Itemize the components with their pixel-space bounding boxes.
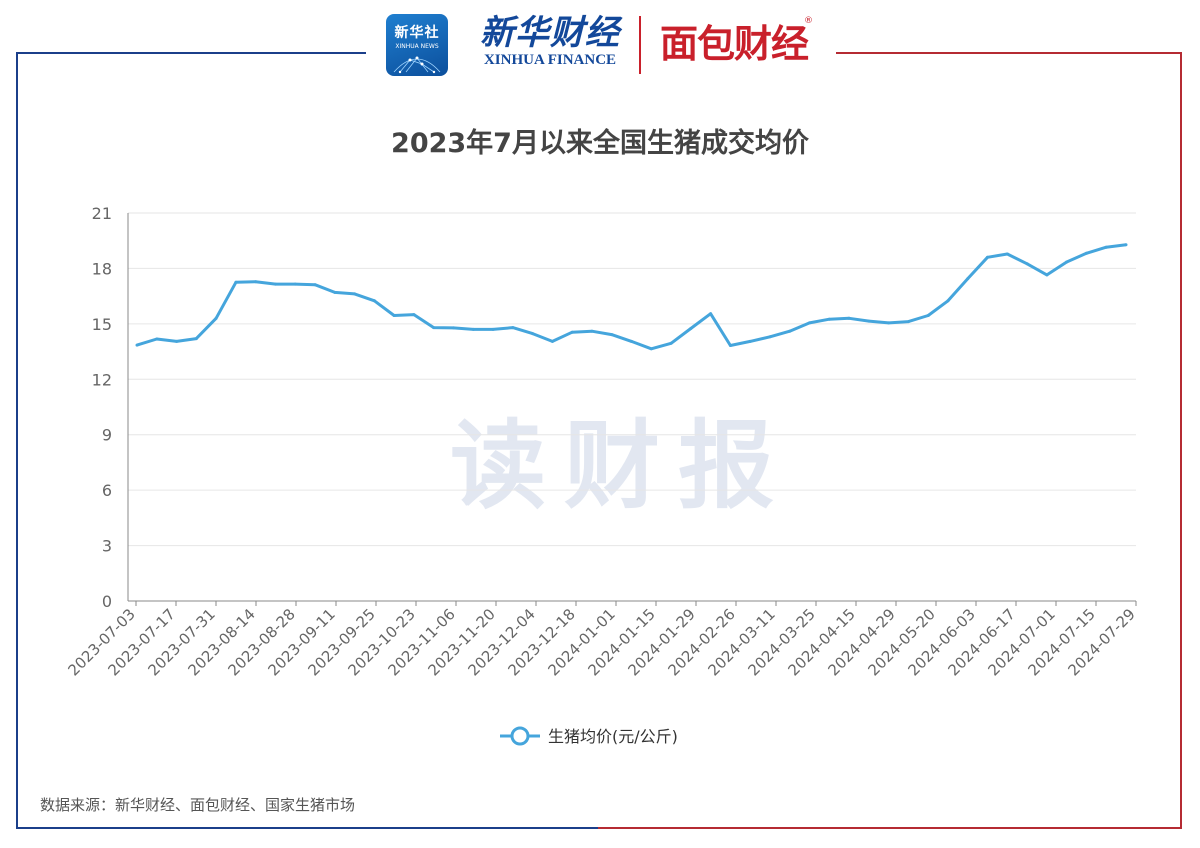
data-point [194, 337, 198, 341]
data-point [926, 314, 930, 317]
data-point [590, 329, 594, 333]
globe-network-icon [393, 56, 441, 74]
data-point [669, 341, 673, 345]
data-point [274, 282, 277, 286]
data-point [966, 277, 970, 281]
data-point [452, 326, 455, 330]
xinhua-finance-cn: 新华财经 [480, 13, 620, 53]
data-point [986, 255, 989, 259]
xinhua-badge-en: XINHUA NEWS [395, 43, 439, 50]
data-point [471, 327, 475, 331]
legend-marker-icon [510, 726, 530, 746]
data-point [867, 319, 871, 323]
data-point [155, 337, 159, 341]
data-point [728, 344, 732, 347]
data-point [412, 313, 416, 317]
data-point [511, 326, 515, 330]
data-point [234, 280, 238, 284]
data-point [372, 299, 376, 303]
data-point [630, 339, 633, 343]
data-point [709, 312, 713, 316]
data-point [333, 290, 337, 294]
data-point [135, 343, 139, 347]
mianbao-finance-logo: 面包财经 [660, 22, 809, 66]
data-point [827, 317, 831, 321]
data-point [353, 292, 357, 296]
data-point [1124, 243, 1128, 247]
data-point [689, 327, 693, 330]
data-point [1104, 245, 1108, 249]
chart-title: 2023年7月以来全国生猪成交均价 [391, 127, 810, 159]
xinhua-finance-logo: 新华财经 XINHUA FINANCE [460, 12, 640, 78]
data-point [491, 327, 495, 331]
data-point [214, 316, 218, 320]
data-point [1065, 260, 1069, 264]
data-point [906, 320, 910, 324]
data-point [1005, 252, 1009, 256]
y-tick-label: 15 [92, 315, 112, 334]
data-point [531, 332, 535, 336]
header-logos: 新华社 XINHUA NEWS 新华财经 XINHUA FINANCE 面包财经… [386, 10, 816, 82]
data-point [887, 321, 891, 325]
data-point [1025, 262, 1029, 266]
data-point [610, 333, 614, 337]
data-point [293, 282, 297, 286]
logo-divider [639, 16, 641, 74]
data-point [748, 339, 752, 343]
data-point [946, 299, 950, 303]
series-line [136, 243, 1127, 351]
data-point [392, 314, 396, 317]
data-point [1045, 273, 1049, 277]
source-note: 数据来源：新华财经、面包财经、国家生猪市场 [40, 796, 356, 814]
y-tick-label: 12 [92, 370, 112, 389]
watermark: 读财报 [450, 410, 792, 522]
data-point [768, 335, 772, 339]
data-point [1084, 251, 1088, 255]
data-point [254, 280, 258, 284]
y-tick-label: 18 [92, 259, 112, 278]
y-tick-label: 9 [102, 426, 112, 445]
y-tick-label: 3 [102, 537, 112, 556]
data-point [313, 283, 317, 287]
xinhua-news-logo: 新华社 XINHUA NEWS [386, 14, 448, 76]
y-tick-label: 21 [92, 204, 112, 223]
xinhua-badge-cn: 新华社 [394, 25, 440, 41]
data-point [175, 339, 179, 343]
data-point [550, 339, 554, 343]
data-point [788, 329, 792, 333]
data-point [570, 330, 574, 334]
registered-mark: ® [804, 16, 813, 26]
xinhua-finance-en: XINHUA FINANCE [483, 52, 617, 68]
y-tick-label: 6 [102, 481, 112, 500]
data-point [649, 347, 653, 351]
data-point [847, 316, 851, 320]
legend-label: 生猪均价(元/公斤) [548, 727, 678, 746]
chart-frame [16, 52, 1182, 829]
data-point [808, 321, 811, 325]
data-point [432, 326, 436, 330]
y-tick-label: 0 [102, 592, 112, 611]
